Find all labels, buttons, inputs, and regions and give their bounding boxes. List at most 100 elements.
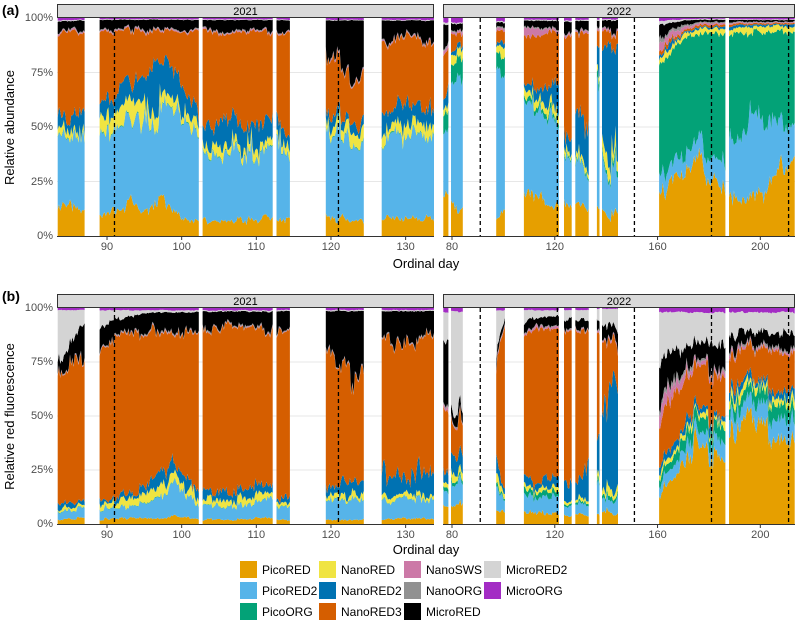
area-MicroRED2 bbox=[451, 21, 463, 25]
area-NanoRED2 bbox=[276, 493, 290, 506]
area-NanoSWS bbox=[443, 43, 449, 57]
area-MicroRED bbox=[381, 310, 434, 352]
area-PicoRED2 bbox=[575, 500, 589, 517]
area-NanoRED bbox=[729, 24, 795, 38]
area-PicoRED bbox=[99, 514, 199, 524]
area-NanoRED bbox=[602, 125, 618, 186]
area-NanoRED bbox=[443, 102, 449, 117]
area-NanoRED3 bbox=[602, 29, 618, 55]
legend-swatch-MicroORG bbox=[484, 582, 501, 599]
x-axis-title-b: Ordinal day bbox=[392, 542, 460, 557]
area-NanoRED3 bbox=[564, 329, 572, 489]
legend-column: NanoRED NanoRED2 NanoRED3 bbox=[319, 559, 404, 622]
area-PicoORG bbox=[325, 113, 364, 152]
x-tick-label: 120 bbox=[545, 241, 564, 253]
area-MicroRED2 bbox=[443, 22, 449, 26]
area-NanoRED2 bbox=[496, 39, 505, 50]
x-tick-label: 160 bbox=[648, 241, 667, 253]
area-MicroRED2 bbox=[596, 19, 600, 21]
area-NanoRED3 bbox=[381, 328, 434, 488]
area-MicroRED bbox=[496, 21, 505, 29]
area-MicroORG bbox=[523, 308, 559, 311]
area-PicoORG bbox=[596, 68, 600, 93]
area-MicroORG bbox=[596, 308, 600, 310]
area-NanoRED2 bbox=[602, 370, 618, 497]
area-NanoRED3 bbox=[496, 325, 505, 489]
area-MicroRED bbox=[729, 19, 795, 23]
area-NanoRED3 bbox=[564, 34, 572, 146]
y-tick-label: 0% bbox=[37, 230, 53, 242]
legend: PicoRED PicoRED2 PicoORG NanoRED NanoRED2 Nan… bbox=[240, 559, 596, 622]
legend-item-NanoRED3: NanoRED3 bbox=[319, 601, 404, 622]
area-MicroORG bbox=[602, 18, 618, 20]
area-MicroRED bbox=[202, 19, 273, 35]
panel-a-label: (a) bbox=[2, 2, 20, 18]
area-NanoORG bbox=[381, 28, 434, 49]
legend-item-MicroORG: MicroORG bbox=[484, 580, 596, 601]
area-NanoORG bbox=[99, 321, 199, 356]
area-NanoORG bbox=[729, 335, 795, 361]
legend-column: NanoSWS NanoORG MicroRED bbox=[404, 559, 484, 622]
area-PicoRED bbox=[602, 507, 618, 524]
area-NanoRED bbox=[602, 479, 618, 501]
x-tick-label: 90 bbox=[100, 529, 114, 541]
area-NanoRED bbox=[523, 85, 559, 127]
area-PicoRED2 bbox=[564, 504, 572, 517]
area-MicroRED bbox=[451, 394, 463, 428]
area-MicroRED bbox=[325, 310, 364, 393]
area-MicroORG bbox=[325, 308, 364, 311]
legend-swatch-NanoORG bbox=[404, 582, 421, 599]
area-MicroORG bbox=[443, 18, 449, 23]
legend-column: PicoRED PicoRED2 PicoORG bbox=[240, 559, 319, 622]
area-PicoORG bbox=[451, 470, 463, 487]
area-NanoORG bbox=[564, 327, 572, 334]
legend-item-PicoORG: PicoORG bbox=[240, 601, 319, 622]
area-NanoRED2 bbox=[659, 25, 726, 61]
legend-label: NanoORG bbox=[426, 583, 483, 598]
area-MicroORG bbox=[659, 308, 726, 314]
area-PicoRED bbox=[523, 509, 559, 524]
area-MicroRED bbox=[443, 24, 449, 50]
area-MicroRED bbox=[523, 315, 559, 334]
area-MicroORG bbox=[729, 18, 795, 20]
area-PicoRED bbox=[564, 198, 572, 236]
x-tick-label: 80 bbox=[445, 241, 459, 253]
area-MicroORG bbox=[575, 308, 589, 311]
area-NanoRED2 bbox=[381, 456, 434, 501]
area-NanoRED bbox=[496, 473, 505, 499]
area-MicroRED2 bbox=[325, 19, 364, 21]
area-NanoORG bbox=[523, 25, 559, 32]
area-PicoRED bbox=[596, 513, 600, 524]
area-PicoRED bbox=[729, 406, 795, 524]
area-PicoRED bbox=[575, 513, 589, 524]
area-PicoRED bbox=[564, 514, 572, 524]
area-MicroRED bbox=[564, 316, 572, 333]
area-NanoORG bbox=[564, 30, 572, 37]
area-NanoRED3 bbox=[496, 29, 505, 46]
area-NanoSWS bbox=[523, 323, 559, 337]
area-MicroORG bbox=[276, 308, 290, 311]
area-MicroRED2 bbox=[729, 311, 795, 342]
area-NanoSWS bbox=[564, 31, 572, 40]
area-NanoRED bbox=[523, 481, 559, 499]
area-PicoRED2 bbox=[496, 66, 505, 220]
area-NanoRED3 bbox=[659, 358, 726, 468]
area-NanoRED bbox=[325, 487, 364, 505]
area-NanoRED3 bbox=[325, 48, 364, 135]
area-MicroRED bbox=[57, 20, 85, 35]
area-NanoRED2 bbox=[564, 477, 572, 504]
area-MicroRED2 bbox=[381, 309, 434, 312]
area-MicroRED bbox=[575, 20, 589, 35]
area-MicroRED2 bbox=[496, 20, 505, 24]
plot-a-2022 bbox=[443, 18, 795, 240]
area-PicoORG bbox=[729, 379, 795, 431]
area-PicoORG bbox=[729, 28, 795, 146]
area-PicoRED2 bbox=[202, 496, 273, 521]
area-MicroORG bbox=[202, 18, 273, 20]
legend-swatch-NanoRED3 bbox=[319, 603, 336, 620]
area-NanoRED bbox=[202, 126, 273, 167]
area-PicoRED bbox=[523, 189, 559, 236]
area-MicroRED2 bbox=[575, 309, 589, 322]
area-PicoORG bbox=[596, 474, 600, 488]
area-PicoRED bbox=[659, 426, 726, 524]
